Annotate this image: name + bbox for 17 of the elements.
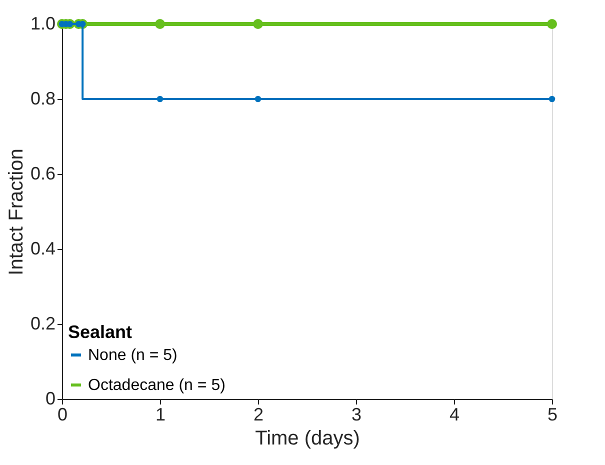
y-tick-label: 0.4 <box>30 238 56 258</box>
y-tick-label: 0.8 <box>30 88 56 108</box>
legend-label: None (n = 5) <box>88 347 178 364</box>
x-tick-label: 4 <box>449 404 460 424</box>
x-axis-title: Time (days) <box>255 428 360 450</box>
y-tick-label: 0 <box>45 388 56 408</box>
x-tick-label: 3 <box>351 404 362 424</box>
x-tick-label: 1 <box>155 404 166 424</box>
y-tick-label: 0.6 <box>30 164 56 184</box>
x-tick-label: 2 <box>253 404 264 424</box>
x-tick-label: 5 <box>547 404 558 424</box>
y-axis-title: Intact Fraction <box>5 148 28 276</box>
legend-title: Sealant <box>68 322 132 342</box>
legend-label: Octadecane (n = 5) <box>88 377 226 394</box>
y-tick-label: 1.0 <box>30 14 56 34</box>
y-tick-label: 0.2 <box>30 314 56 334</box>
x-tick-label: 0 <box>57 404 68 424</box>
